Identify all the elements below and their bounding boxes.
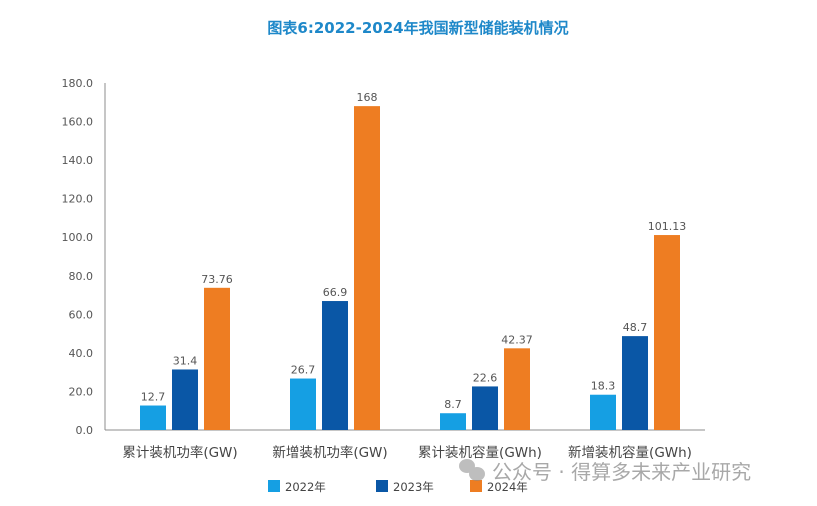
data-label: 18.3 (591, 380, 616, 393)
category-label: 新增装机容量(GWh) (568, 444, 692, 461)
bar (354, 106, 380, 430)
y-tick-label: 100.0 (62, 231, 94, 244)
data-labels: 12.7 31.4 73.76 26.7 66.9 168 8.7 22.6 42.37 18.3… (141, 91, 687, 411)
legend-item: 2022年 (268, 480, 326, 494)
y-tick-label: 80.0 (69, 270, 94, 283)
bar (140, 405, 166, 430)
legend-label: 2022年 (285, 480, 326, 494)
legend-label: 2024年 (487, 480, 528, 494)
bar (472, 386, 498, 430)
chart-title: 图表6:2022-2024年我国新型储能装机情况 (267, 19, 568, 37)
bar (440, 413, 466, 430)
bar (590, 394, 616, 430)
legend-swatch (470, 480, 482, 492)
data-label: 8.7 (444, 398, 462, 411)
y-tick-label: 20.0 (69, 385, 94, 398)
watermark-text: 公众号 · 得算多未来产业研究 (492, 460, 751, 484)
y-tick-label: 180.0 (62, 77, 94, 90)
y-tick-label: 40.0 (69, 347, 94, 360)
y-tick-label: 0.0 (76, 424, 94, 437)
bar (504, 348, 530, 430)
legend: 2022年 2023年 2024年 (268, 480, 528, 494)
legend-item: 2023年 (376, 480, 434, 494)
legend-swatch (268, 480, 280, 492)
category-label: 累计装机容量(GWh) (418, 444, 542, 461)
y-tick-label: 120.0 (62, 193, 94, 206)
y-tick-label: 60.0 (69, 308, 94, 321)
bars (140, 106, 680, 430)
data-label: 31.4 (173, 354, 198, 367)
data-label: 22.6 (473, 371, 498, 384)
data-label: 12.7 (141, 391, 166, 404)
y-tick-label: 140.0 (62, 154, 94, 167)
watermark: 公众号 · 得算多未来产业研究 (459, 459, 751, 484)
category-labels: 累计装机功率(GW) 新增装机功率(GW) 累计装机容量(GWh) 新增装机容量(GW… (122, 444, 692, 461)
legend-label: 2023年 (393, 480, 434, 494)
data-label: 48.7 (623, 321, 648, 334)
bar (622, 336, 648, 430)
data-label: 168 (357, 91, 378, 104)
y-tick-label: 160.0 (62, 116, 94, 129)
wechat-icon (459, 459, 485, 481)
data-label: 101.13 (648, 220, 687, 233)
legend-swatch (376, 480, 388, 492)
category-label: 新增装机功率(GW) (272, 444, 387, 461)
y-axis: 0.0 20.0 40.0 60.0 80.0 100.0 120.0 140.0 160.0 1… (62, 77, 106, 437)
bar (322, 301, 348, 430)
data-label: 42.37 (501, 333, 533, 346)
data-label: 73.76 (201, 273, 233, 286)
bar (172, 369, 198, 430)
bar (290, 378, 316, 430)
category-label: 累计装机功率(GW) (122, 444, 237, 461)
bar (204, 287, 230, 430)
legend-item: 2024年 (470, 480, 528, 494)
bar (654, 235, 680, 430)
data-label: 66.9 (323, 286, 348, 299)
data-label: 26.7 (291, 364, 316, 377)
